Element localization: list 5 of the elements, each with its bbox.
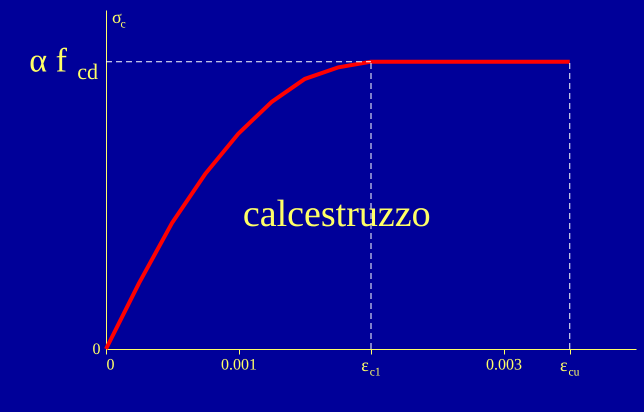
text: 0	[92, 341, 100, 358]
annotation: calcestruzzo	[242, 193, 431, 235]
x-tick-label: 0	[106, 356, 114, 374]
x-tick-label: 0.001	[221, 356, 257, 374]
x-tick-label: 0.003	[486, 356, 522, 374]
